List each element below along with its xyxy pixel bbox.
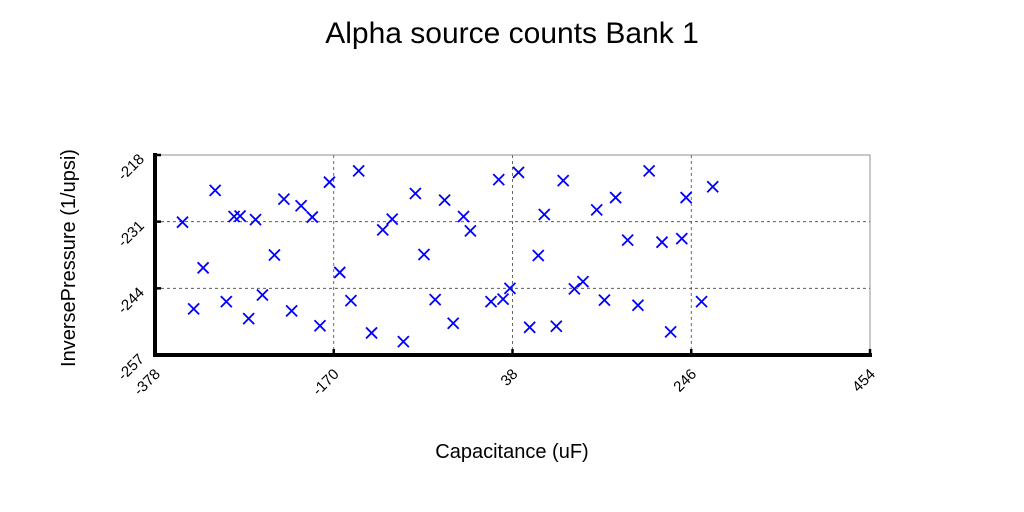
data-point-marker: [643, 164, 656, 178]
data-point-marker: [386, 212, 399, 226]
y-tick-label: -218: [115, 151, 148, 184]
data-point-marker: [523, 321, 536, 334]
data-point-marker: [397, 335, 410, 348]
data-point-marker: [209, 184, 222, 197]
data-point-marker: [598, 293, 611, 307]
data-point-marker: [512, 166, 525, 179]
data-point-marker: [417, 248, 431, 261]
data-point-marker: [313, 319, 327, 332]
data-point-marker: [675, 232, 688, 245]
data-point-marker: [242, 312, 255, 325]
data-point-marker: [268, 248, 281, 262]
data-point-marker: [344, 294, 358, 307]
axis-ticks: -378 -170 38 246 454-218-231-244-257: [115, 151, 879, 399]
data-point-marker: [679, 191, 693, 204]
data-point-marker: [294, 199, 308, 212]
data-point-marker: [187, 302, 200, 315]
data-point-marker: [464, 224, 477, 238]
data-point-marker: [621, 233, 634, 247]
x-tick-label: 454: [849, 366, 879, 396]
chart-title: Alpha source counts Bank 1: [325, 17, 699, 50]
x-tick-label: 246: [670, 366, 700, 396]
x-tick-label: 38: [498, 366, 522, 390]
x-tick-label: -170: [309, 366, 342, 399]
data-point-marker: [496, 292, 510, 306]
data-point-marker: [196, 261, 210, 274]
data-point-marker: [538, 208, 551, 221]
data-point-marker: [306, 210, 319, 224]
data-point-marker: [365, 326, 378, 340]
data-point-marker: [376, 223, 389, 237]
data-point-marker: [706, 180, 719, 193]
data-point-marker: [532, 249, 545, 262]
data-point-marker: [447, 317, 460, 330]
data-point-marker: [233, 209, 247, 223]
data-point-marker: [568, 282, 581, 295]
data-point-marker: [409, 187, 422, 200]
data-point-marker: [352, 164, 365, 178]
data-point-marker: [438, 193, 451, 207]
data-point-marker: [664, 325, 677, 339]
data-point-marker: [333, 266, 346, 279]
data-point-marker: [484, 295, 498, 308]
data-point-marker: [695, 295, 708, 308]
data-point-marker: [277, 192, 291, 206]
data-point-marker: [457, 210, 470, 223]
data-point-marker: [249, 213, 262, 226]
x-axis-label: Capacitance (uF): [435, 441, 588, 463]
y-axis-label: InversePressure (1/upsi): [58, 149, 80, 367]
data-point-marker: [655, 236, 669, 249]
data-point-marker: [631, 299, 645, 312]
data-point-marker: [557, 174, 570, 187]
data-point-marker: [576, 275, 590, 288]
y-tick-label: -244: [115, 284, 148, 317]
y-tick-label: -231: [115, 217, 148, 250]
data-point-marker: [492, 173, 505, 186]
data-points: [176, 164, 719, 348]
data-point-marker: [220, 295, 233, 308]
data-point-marker: [609, 191, 622, 204]
data-point-marker: [429, 293, 442, 306]
data-point-marker: [256, 288, 269, 302]
data-point-marker: [503, 282, 517, 295]
data-point-marker: [590, 203, 603, 217]
grid-lines: [155, 155, 870, 355]
data-point-marker: [285, 304, 298, 318]
data-point-marker: [176, 216, 189, 229]
data-point-marker: [550, 320, 563, 333]
data-point-marker: [323, 176, 336, 189]
